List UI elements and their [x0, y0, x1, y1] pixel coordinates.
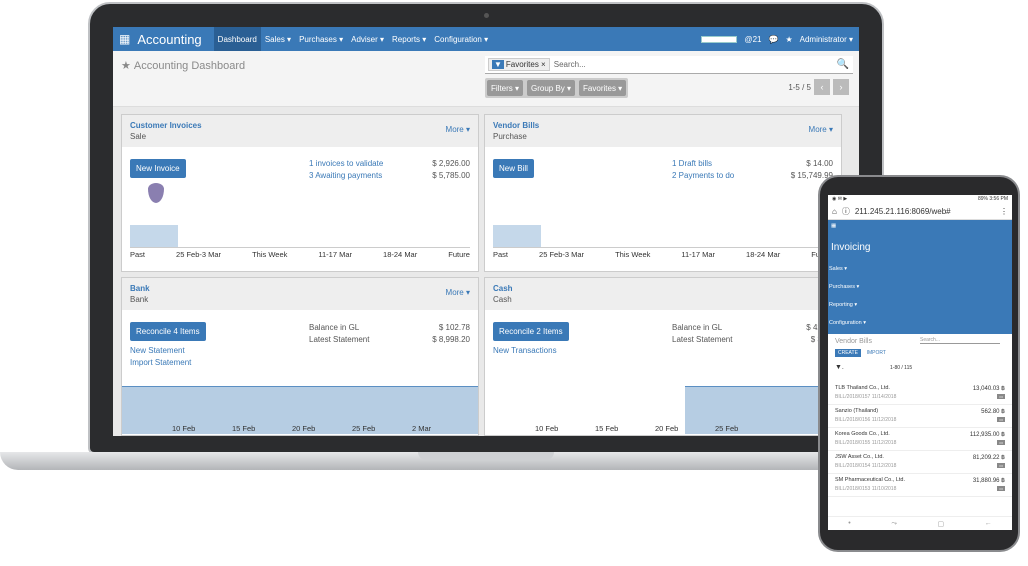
favorite-star-icon[interactable]: ★ [121, 60, 131, 72]
more-dropdown[interactable]: More ▾ [445, 125, 470, 134]
payments-to-do-link[interactable]: 2 Payments to do [672, 171, 735, 180]
phone-status-bar: ◉ ✉ ▶ 89% 3:56 PM [832, 196, 1008, 202]
phone-screen: ◉ ✉ ▶ 89% 3:56 PM ⌂ ⓘ 211.245.21.116:8069/w… [828, 195, 1012, 530]
filter-icon[interactable]: ▼. [835, 364, 844, 371]
groupby-button[interactable]: Group By ▾ [527, 80, 576, 96]
apps-grid-icon[interactable]: ▦ [119, 32, 131, 46]
menu-adviser[interactable]: Adviser ▾ [351, 34, 385, 44]
card-customer-invoices: Customer Invoices Sale More ▾ New Invoice … [121, 114, 479, 272]
section-title: Vendor Bills [835, 338, 872, 345]
phone-menu-reporting[interactable]: Reporting ▾ [829, 302, 858, 308]
drop-icon [148, 183, 164, 203]
list-item[interactable]: TLB Thailand Co., Ltd. BILL/2018/0157 11/… [828, 382, 1012, 405]
menu-reports[interactable]: Reports ▾ [392, 34, 427, 44]
phone-nav: ▦ Invoicing Sales ▾ Purchases ▾ Reportin… [828, 220, 1012, 334]
list-item[interactable]: Sanzio (Thailand) BILL/2018/0156 11/12/20… [828, 405, 1012, 428]
menu-sales[interactable]: Sales ▾ [264, 34, 292, 44]
pager-prev-icon[interactable]: ‹ [814, 79, 830, 95]
home-icon[interactable]: ⌂ [832, 207, 837, 216]
control-panel: ★ Accounting Dashboard ▼ Favorites × Searc… [113, 51, 859, 107]
card-title[interactable]: Bank [130, 284, 150, 293]
pager: 1-5 / 5 ‹ › [788, 79, 849, 95]
reconcile-button[interactable]: Reconcile 4 Items [130, 322, 206, 341]
card-bank: Bank Bank More ▾ Reconcile 4 Items New Sta… [121, 277, 479, 436]
create-button[interactable]: CREATE [835, 349, 861, 357]
star-icon[interactable]: ★ [785, 34, 793, 44]
list-item[interactable]: JSW Asset Co., Ltd. BILL/2018/0154 11/12/… [828, 451, 1012, 474]
phone-pager: 1-80 / 115 [890, 365, 913, 371]
page-title: Accounting Dashboard [133, 60, 246, 72]
import-statement-link[interactable]: Import Statement [130, 358, 192, 367]
filters-button[interactable]: Filters ▾ [487, 80, 524, 96]
back-icon[interactable]: ← [984, 520, 992, 527]
graph-axis: 10 Feb 15 Feb 20 Feb 25 Feb [535, 424, 739, 433]
chat-icon[interactable]: 💬 [768, 34, 779, 44]
laptop-base [0, 452, 1000, 470]
phone-body: Vendor Bills Search... CREATE IMPORT ▼. … [828, 334, 1012, 497]
info-icon: ⓘ [841, 207, 850, 216]
new-transactions-link[interactable]: New Transactions [493, 346, 557, 355]
user-menu[interactable]: Administrator ▾ [799, 34, 853, 44]
menu-dashboard[interactable]: Dashboard [213, 27, 261, 51]
card-cash: Cash Cash Reconcile 2 Items New Transacti… [484, 277, 842, 436]
card-title[interactable]: Cash [493, 284, 513, 293]
new-bill-button[interactable]: New Bill [493, 159, 534, 178]
laptop-notch [418, 452, 554, 460]
menu-purchases[interactable]: Purchases ▾ [299, 34, 344, 44]
filter-icon: ▼ [492, 60, 504, 69]
menu-icon[interactable]: ⋮ [1000, 207, 1008, 216]
apps-grid-icon[interactable]: ▦ [831, 223, 837, 229]
new-statement-link[interactable]: New Statement [130, 346, 185, 355]
graph-bar [130, 225, 178, 247]
draft-bills-link[interactable]: 1 Draft bills [672, 159, 713, 168]
phone-search-input[interactable]: Search... [920, 337, 1000, 344]
messages-button[interactable]: @21 [744, 34, 762, 44]
search-input[interactable]: Search... [553, 60, 586, 69]
address-bar[interactable]: ⌂ ⓘ 211.245.21.116:8069/web# ⋮ [828, 204, 1012, 220]
card-title[interactable]: Vendor Bills [493, 121, 540, 130]
app-title: Invoicing [831, 242, 871, 253]
balance-graph [122, 386, 478, 434]
graph-axis: 10 Feb 15 Feb 20 Feb 25 Feb 2 Mar [172, 424, 432, 433]
search-bar[interactable]: ▼ Favorites × Search... 🔍 [485, 56, 853, 74]
top-navbar: ▦ Accounting Dashboard Sales ▾ Purchases… [113, 27, 859, 51]
phone-bottom-nav: • ⤳ ▢ ← [828, 516, 1012, 530]
search-icon[interactable]: 🔍 [836, 59, 849, 70]
progress-bar [701, 35, 738, 43]
dot-icon[interactable]: • [848, 520, 851, 527]
more-dropdown[interactable]: More ▾ [445, 288, 470, 297]
new-invoice-button[interactable]: New Invoice [130, 159, 186, 178]
pager-value: 1-5 / 5 [788, 82, 811, 92]
awaiting-payments-link[interactable]: 3 Awaiting payments [309, 171, 383, 180]
card-vendor-bills: Vendor Bills Purchase More ▾ New Bill 1 Dr… [484, 114, 842, 272]
camera [484, 13, 489, 18]
import-button[interactable]: IMPORT [866, 350, 886, 356]
phone-menu-configuration[interactable]: Configuration ▾ [829, 320, 867, 326]
card-title[interactable]: Customer Invoices [130, 121, 202, 130]
search-facet[interactable]: ▼ Favorites × [488, 58, 550, 71]
search-options: Filters ▾ Group By ▾ Favorites ▾ [485, 78, 629, 98]
reconcile-button[interactable]: Reconcile 2 Items [493, 322, 569, 341]
at-icon: @ [744, 34, 753, 44]
balance-graph [685, 386, 841, 434]
graph-axis: Past 25 Feb-3 Mar This Week 11-17 Mar 18-24 … [130, 247, 470, 259]
phone-menu-sales[interactable]: Sales ▾ [829, 266, 848, 272]
phone-menu-purchases[interactable]: Purchases ▾ [829, 284, 860, 290]
list-item[interactable]: SM Pharmaceutical Co., Ltd. BILL/2018/015… [828, 474, 1012, 497]
app-title: Accounting [137, 31, 202, 47]
pager-next-icon[interactable]: › [833, 79, 849, 95]
home-button-icon[interactable]: ▢ [937, 520, 945, 528]
menu-configuration[interactable]: Configuration ▾ [434, 34, 489, 44]
recent-icon[interactable]: ⤳ [891, 519, 897, 527]
breadcrumb: ★ Accounting Dashboard [121, 59, 245, 72]
laptop-screen: ▦ Accounting Dashboard Sales ▾ Purchases… [113, 27, 859, 436]
graph-bar [493, 225, 541, 247]
more-dropdown[interactable]: More ▾ [808, 125, 833, 134]
graph-axis: Past 25 Feb-3 Mar This Week 11-17 Mar 18-24 … [493, 247, 833, 259]
favorites-button[interactable]: Favorites ▾ [579, 80, 627, 96]
list-item[interactable]: Korea Goods Co., Ltd. BILL/2018/0155 11/1… [828, 428, 1012, 451]
invoices-to-validate-link[interactable]: 1 invoices to validate [309, 159, 384, 168]
